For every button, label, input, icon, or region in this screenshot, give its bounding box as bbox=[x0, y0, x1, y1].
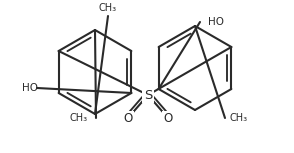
Text: HO: HO bbox=[208, 17, 224, 27]
Text: O: O bbox=[123, 112, 133, 125]
Text: HO: HO bbox=[22, 83, 38, 93]
Text: CH₃: CH₃ bbox=[99, 3, 117, 13]
Text: CH₃: CH₃ bbox=[230, 113, 248, 123]
Text: S: S bbox=[144, 88, 152, 101]
Text: O: O bbox=[163, 112, 173, 125]
Text: CH₃: CH₃ bbox=[70, 113, 88, 123]
